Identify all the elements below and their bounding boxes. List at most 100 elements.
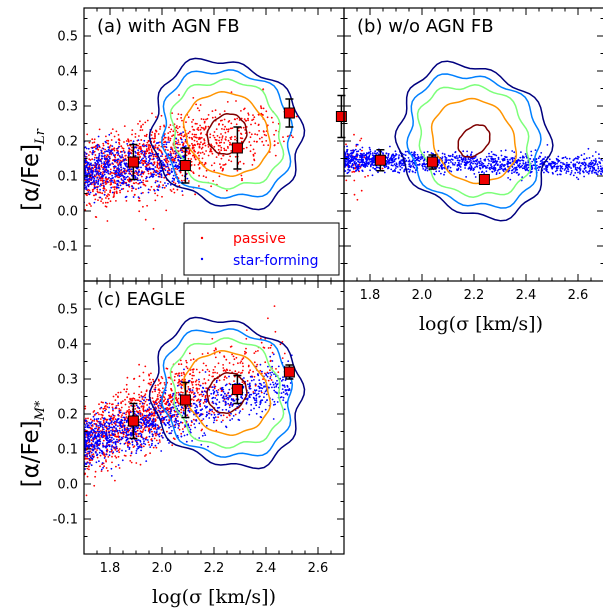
- star-forming-point: [560, 166, 562, 168]
- panel-b: 1.8 2.0 2.2 2.4 2.6: [343, 7, 603, 303]
- star-forming-point: [527, 161, 530, 164]
- star-forming-point: [93, 183, 96, 186]
- star-forming-point: [597, 166, 600, 168]
- passive-point: [131, 146, 133, 149]
- star-forming-point: [587, 147, 590, 150]
- passive-point: [84, 209, 87, 211]
- passive-point: [138, 142, 141, 145]
- star-forming-point: [412, 170, 414, 173]
- star-forming-point: [157, 175, 160, 178]
- passive-point: [191, 398, 193, 401]
- panel-b-contour-level-2: [406, 73, 542, 209]
- passive-point: [245, 347, 247, 350]
- passive-point: [130, 149, 133, 152]
- star-forming-point: [157, 172, 160, 175]
- star-forming-point: [469, 158, 471, 161]
- star-forming-point: [592, 159, 595, 162]
- passive-point: [85, 417, 87, 420]
- passive-point: [137, 435, 140, 438]
- passive-point: [92, 453, 95, 455]
- star-forming-point: [499, 168, 501, 171]
- passive-point: [363, 156, 366, 159]
- star-forming-point: [99, 442, 101, 445]
- star-forming-point: [140, 181, 143, 184]
- passive-point: [93, 138, 96, 141]
- star-forming-point: [90, 168, 92, 171]
- star-forming-point: [138, 171, 141, 173]
- star-forming-point: [359, 148, 362, 151]
- star-forming-point: [137, 179, 139, 182]
- star-forming-point: [594, 158, 597, 160]
- passive-point: [215, 128, 218, 131]
- passive-point: [124, 155, 127, 157]
- passive-point: [202, 127, 205, 130]
- passive-point: [355, 145, 358, 147]
- passive-point: [106, 406, 109, 408]
- passive-point: [96, 420, 99, 423]
- passive-point: [156, 398, 159, 400]
- star-forming-point: [363, 152, 365, 155]
- star-forming-point: [96, 176, 99, 179]
- passive-point: [155, 169, 158, 172]
- star-forming-point: [264, 390, 267, 393]
- passive-point: [222, 419, 224, 422]
- star-forming-point: [230, 412, 232, 415]
- star-forming-point: [513, 157, 516, 160]
- passive-point: [113, 135, 116, 138]
- star-forming-point: [158, 162, 161, 165]
- passive-point: [218, 151, 221, 154]
- star-forming-point: [514, 170, 517, 172]
- passive-point: [181, 378, 184, 381]
- passive-point: [188, 391, 191, 394]
- star-forming-point: [150, 154, 153, 157]
- passive-point: [142, 205, 144, 208]
- star-forming-point: [478, 167, 481, 169]
- passive-point: [108, 194, 111, 196]
- star-forming-point: [140, 150, 142, 153]
- star-forming-point: [595, 173, 598, 175]
- star-forming-point: [481, 161, 483, 164]
- star-forming-point: [576, 169, 578, 172]
- panel-a-contour-level-3: [169, 78, 285, 190]
- passive-point: [275, 368, 277, 370]
- star-forming-point: [168, 402, 171, 405]
- passive-point: [194, 380, 197, 383]
- star-forming-point: [115, 141, 117, 144]
- passive-point: [260, 391, 263, 394]
- star-forming-point: [137, 139, 140, 142]
- passive-point: [213, 349, 216, 352]
- star-forming-point: [103, 157, 106, 160]
- passive-point: [99, 191, 102, 194]
- star-forming-point: [460, 156, 463, 159]
- passive-point: [194, 193, 197, 196]
- star-forming-point: [421, 163, 424, 165]
- passive-point: [113, 188, 116, 191]
- passive-point: [119, 159, 122, 162]
- star-forming-point: [128, 147, 130, 150]
- panel-b-contour-level-4: [430, 97, 518, 185]
- star-forming-point: [98, 145, 101, 148]
- star-forming-point: [414, 157, 416, 160]
- passive-point: [180, 372, 183, 374]
- passive-point: [84, 407, 87, 410]
- star-forming-point: [174, 165, 177, 168]
- passive-point: [220, 141, 223, 144]
- passive-point: [154, 420, 157, 423]
- passive-point: [257, 123, 260, 126]
- passive-point: [130, 170, 133, 173]
- star-forming-point: [103, 170, 106, 172]
- passive-point: [127, 190, 129, 193]
- star-forming-point: [399, 168, 402, 171]
- star-forming-point: [175, 137, 178, 140]
- star-forming-point: [105, 168, 108, 171]
- star-forming-point: [152, 164, 155, 167]
- passive-point: [353, 179, 356, 182]
- passive-point: [203, 139, 206, 142]
- star-forming-point: [556, 169, 558, 172]
- star-forming-point: [169, 410, 172, 413]
- passive-point: [162, 421, 164, 424]
- star-forming-point: [97, 417, 100, 420]
- passive-point: [185, 121, 187, 123]
- passive-point: [201, 143, 204, 146]
- passive-point: [169, 130, 172, 133]
